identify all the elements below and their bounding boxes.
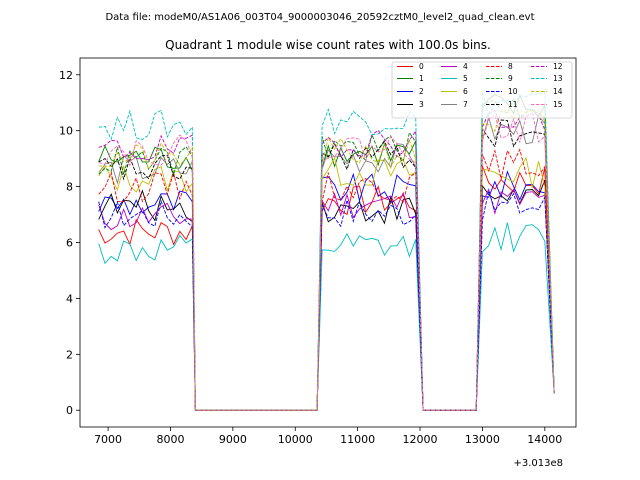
legend-label-7: 7	[463, 100, 468, 109]
legend-box	[391, 61, 573, 119]
x-tick-label: 10000	[278, 433, 313, 446]
y-tick-label: 4	[66, 292, 73, 305]
chart-suptitle: Data file: modeM0/AS1A06_003T04_90000030…	[105, 12, 534, 23]
legend-label-15: 15	[553, 100, 563, 109]
legend-label-6: 6	[463, 87, 468, 96]
y-tick-label: 0	[66, 404, 73, 417]
legend-label-9: 9	[508, 74, 513, 83]
series-line-13	[98, 91, 555, 411]
legend-label-5: 5	[463, 74, 468, 83]
y-tick-label: 2	[66, 348, 73, 361]
x-tick-label: 14000	[527, 433, 562, 446]
x-offset-label: +3.013e8	[513, 458, 563, 469]
chart-title: Quadrant 1 module wise count rates with …	[165, 38, 491, 52]
x-tick-label: 11000	[340, 433, 375, 446]
x-tick-label: 7000	[94, 433, 122, 446]
y-tick-label: 6	[66, 237, 73, 250]
legend-label-2: 2	[419, 87, 424, 96]
legend-label-3: 3	[419, 100, 424, 109]
x-tick-label: 9000	[219, 433, 247, 446]
legend-label-4: 4	[463, 62, 468, 71]
y-tick-label: 12	[59, 69, 73, 82]
y-tick-label: 8	[66, 181, 73, 194]
legend-label-1: 1	[419, 74, 424, 83]
x-tick-label: 12000	[403, 433, 438, 446]
plot-lines	[98, 91, 555, 411]
legend-label-14: 14	[553, 87, 563, 96]
legend-label-8: 8	[508, 62, 513, 71]
legend-label-12: 12	[553, 62, 563, 71]
legend-label-13: 13	[553, 74, 563, 83]
legend-label-11: 11	[508, 100, 518, 109]
x-tick-label: 8000	[156, 433, 184, 446]
legend-label-0: 0	[419, 62, 424, 71]
y-tick-label: 10	[59, 125, 73, 138]
y-axis: 0 2 4 6 8 10 12	[59, 69, 80, 417]
legend-label-10: 10	[508, 87, 518, 96]
x-tick-label: 13000	[465, 433, 500, 446]
series-line-14	[98, 109, 555, 411]
x-axis: 7000 8000 9000 10000 11000 12000 13000 14000	[94, 427, 562, 446]
